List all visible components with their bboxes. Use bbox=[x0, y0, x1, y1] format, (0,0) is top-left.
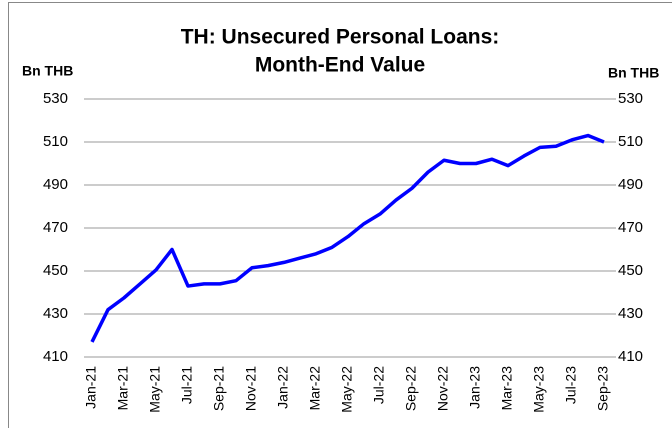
y2-axis-label: Bn THB bbox=[608, 65, 659, 81]
x-tick-label: Jan-22 bbox=[275, 366, 291, 409]
chart-frame bbox=[8, 2, 672, 428]
x-tick-label: Mar-23 bbox=[499, 366, 515, 411]
y-tick-label: 410 bbox=[43, 348, 68, 365]
x-tick-label: Jul-21 bbox=[179, 366, 195, 404]
x-tick-label: Sep-23 bbox=[595, 366, 611, 411]
x-tick-label: Sep-21 bbox=[211, 366, 227, 411]
chart-title: TH: Unsecured Personal Loans: bbox=[181, 26, 500, 49]
y2-tick-label: 430 bbox=[618, 305, 643, 322]
x-tick-label: May-21 bbox=[147, 366, 163, 413]
y2-tick-label: 530 bbox=[618, 90, 643, 107]
y-axis-label: Bn THB bbox=[22, 63, 73, 79]
chart-title: Month-End Value bbox=[255, 54, 425, 77]
y2-tick-label: 410 bbox=[618, 348, 643, 365]
y-tick-label: 510 bbox=[43, 133, 68, 150]
x-tick-label: Nov-22 bbox=[435, 366, 451, 411]
x-tick-label: Jul-22 bbox=[371, 366, 387, 404]
x-tick-label: Nov-21 bbox=[243, 366, 259, 411]
y-tick-label: 470 bbox=[43, 219, 68, 236]
x-tick-label: Mar-22 bbox=[307, 366, 323, 411]
x-tick-label: Jan-21 bbox=[83, 366, 99, 409]
y2-tick-label: 510 bbox=[618, 133, 643, 150]
y-tick-label: 490 bbox=[43, 176, 68, 193]
y2-tick-label: 490 bbox=[618, 176, 643, 193]
y-tick-label: 530 bbox=[43, 90, 68, 107]
x-tick-label: Mar-21 bbox=[115, 366, 131, 411]
x-tick-label: Sep-22 bbox=[403, 366, 419, 411]
y2-tick-label: 450 bbox=[618, 262, 643, 279]
y-tick-label: 450 bbox=[43, 262, 68, 279]
y2-tick-label: 470 bbox=[618, 219, 643, 236]
x-tick-label: May-22 bbox=[339, 366, 355, 413]
y-tick-label: 430 bbox=[43, 305, 68, 322]
x-tick-label: Jan-23 bbox=[467, 366, 483, 409]
line-series bbox=[90, 133, 605, 343]
x-tick-label: May-23 bbox=[531, 366, 547, 413]
x-tick-label: Jul-23 bbox=[563, 366, 579, 404]
